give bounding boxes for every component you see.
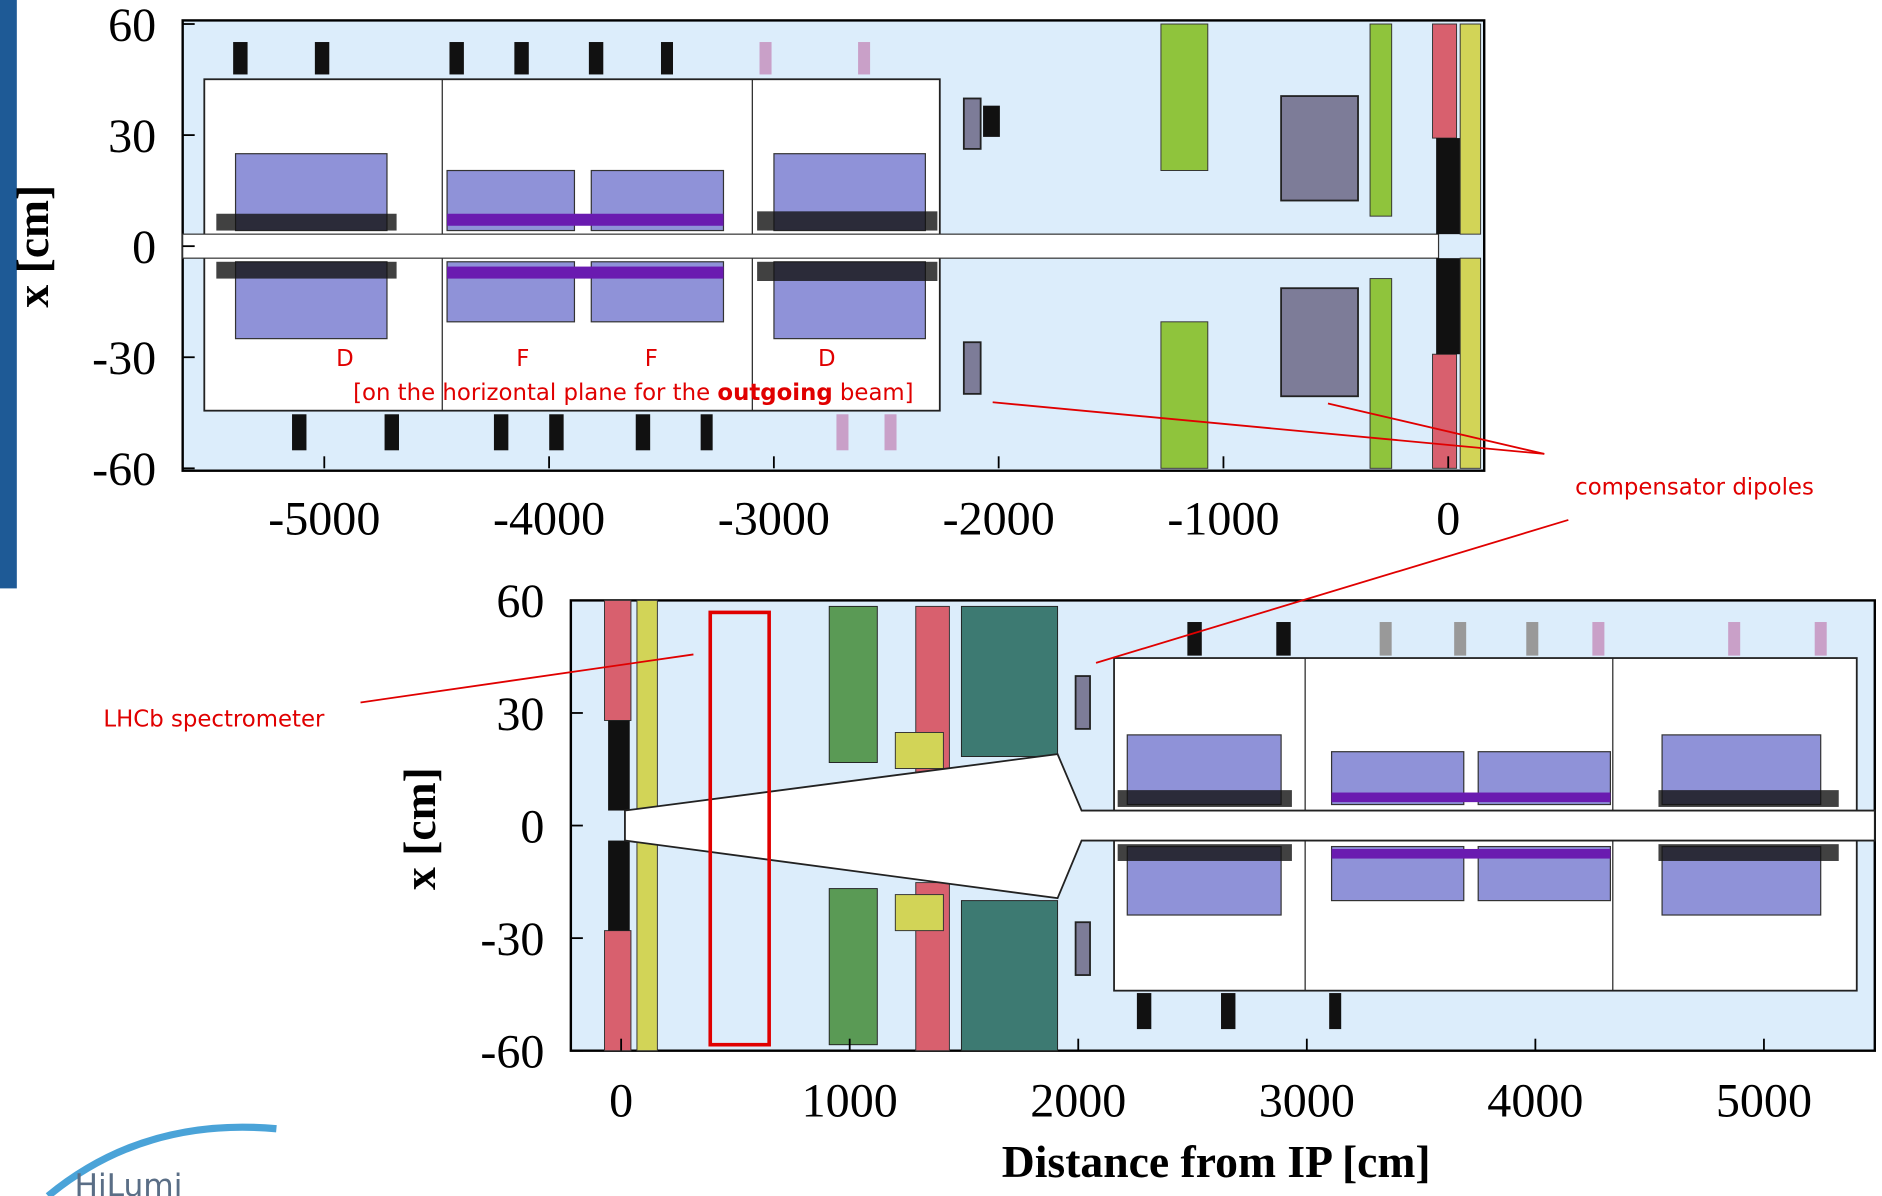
annotation-lines <box>360 401 1569 704</box>
magnet-label: D <box>818 346 836 372</box>
x-tick-label: -1000 <box>1167 492 1279 545</box>
panel-2-drawing <box>569 599 1876 1052</box>
magnet-label: F <box>645 346 658 372</box>
x-tick-label: -3000 <box>718 492 830 545</box>
x-tick-label: 3000 <box>1259 1075 1355 1128</box>
y-tick-label: 30 <box>108 110 156 163</box>
note: [on the horizontal plane for the outgoin… <box>353 380 913 406</box>
x-tick-label: -5000 <box>268 492 380 545</box>
x-tick-label: -4000 <box>493 492 605 545</box>
x-tick-label: 0 <box>1436 492 1460 545</box>
annotation: LHCb spectrometer <box>103 706 325 732</box>
x-tick-label: 1000 <box>802 1075 898 1128</box>
x-tick-label: -2000 <box>943 492 1055 545</box>
x-tick-label: 2000 <box>1030 1075 1126 1128</box>
y-tick-label: 0 <box>132 221 156 274</box>
panel-1-drawing <box>181 19 1486 472</box>
y-tick-label: -30 <box>92 332 156 385</box>
side-bar <box>0 0 17 589</box>
note-bold: outgoing <box>717 380 832 406</box>
y-tick-label: 60 <box>496 575 544 628</box>
y-axis-label: x [cm] <box>7 185 58 308</box>
note-part: [on the horizontal plane for the <box>353 380 717 406</box>
logo: HiLumi <box>75 1168 183 1196</box>
magnet-label: F <box>516 346 529 372</box>
y-axis-label: x [cm] <box>394 767 445 890</box>
x-tick-label: 0 <box>609 1075 633 1128</box>
y-tick-label: 30 <box>496 688 544 741</box>
magnet-label: D <box>336 346 354 372</box>
note-part: beam] <box>833 380 914 406</box>
y-tick-label: -60 <box>92 443 156 496</box>
y-tick-label: 60 <box>108 0 156 52</box>
logo-swoosh <box>45 1123 277 1196</box>
x-tick-label: 5000 <box>1716 1075 1812 1128</box>
y-tick-label: 0 <box>520 800 544 853</box>
y-tick-label: -60 <box>480 1026 544 1079</box>
annotation: compensator dipoles <box>1575 475 1814 501</box>
x-tick-label: 4000 <box>1487 1075 1583 1128</box>
x-axis-label: Distance from IP [cm] <box>1002 1136 1431 1187</box>
y-tick-label: -30 <box>480 913 544 966</box>
